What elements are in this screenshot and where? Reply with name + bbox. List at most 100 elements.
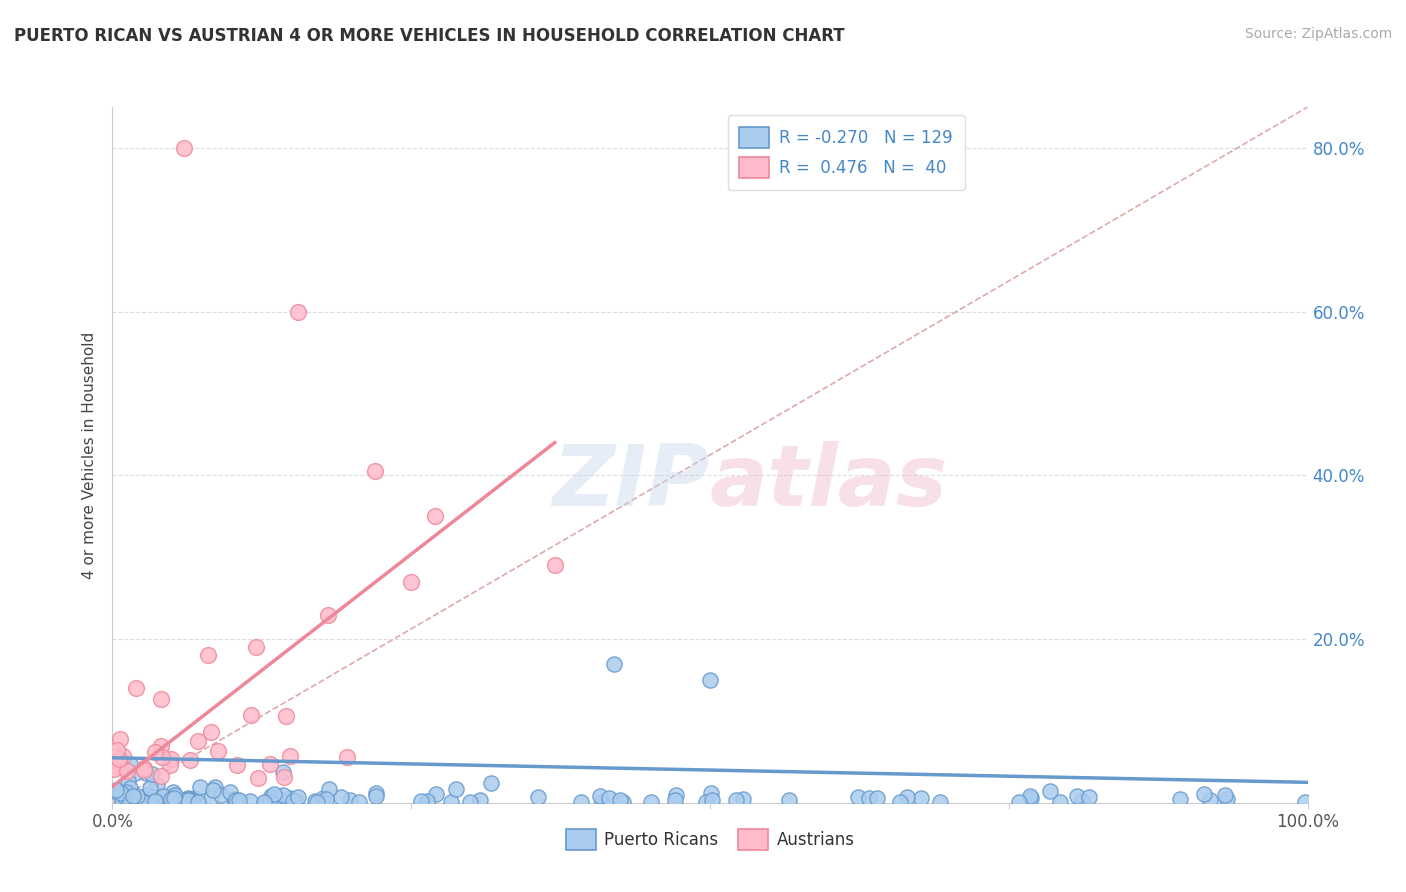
Point [118, 780, 141, 795]
Point [141, 767, 163, 781]
Point [336, 750, 359, 764]
Point [245, 640, 267, 655]
Point [305, 795, 328, 809]
Point [1213, 788, 1236, 802]
Point [142, 789, 165, 804]
Point [163, 789, 186, 803]
Point [1198, 793, 1220, 807]
Point [316, 607, 339, 622]
Point [204, 780, 226, 794]
Point [778, 793, 800, 807]
Point [543, 558, 565, 573]
Point [114, 790, 136, 805]
Point [202, 783, 225, 797]
Point [1049, 795, 1071, 809]
Point [589, 789, 612, 803]
Point [180, 793, 202, 807]
Point [200, 791, 222, 805]
Point [107, 759, 129, 773]
Point [108, 751, 131, 765]
Point [219, 785, 242, 799]
Point [157, 793, 180, 807]
Point [401, 574, 423, 589]
Point [569, 795, 592, 809]
Point [287, 789, 309, 804]
Point [153, 794, 176, 808]
Point [225, 757, 247, 772]
Point [339, 793, 361, 807]
Point [152, 789, 174, 804]
Point [197, 648, 219, 663]
Point [444, 782, 467, 797]
Point [131, 793, 153, 807]
Point [458, 795, 481, 809]
Point [150, 749, 173, 764]
Point [246, 771, 269, 785]
Point [114, 795, 136, 809]
Point [117, 789, 139, 803]
Point [127, 795, 149, 809]
Point [145, 795, 167, 809]
Point [910, 791, 932, 805]
Point [858, 790, 880, 805]
Point [1294, 795, 1316, 809]
Point [132, 763, 155, 777]
Point [330, 790, 353, 805]
Point [1194, 787, 1216, 801]
Text: Source: ZipAtlas.com: Source: ZipAtlas.com [1244, 27, 1392, 41]
Point [278, 749, 301, 764]
Text: atlas: atlas [710, 442, 948, 524]
Point [160, 791, 183, 805]
Point [612, 795, 634, 809]
Point [364, 789, 387, 803]
Point [269, 793, 291, 807]
Point [135, 788, 157, 802]
Point [1008, 795, 1031, 809]
Point [347, 795, 370, 809]
Point [609, 793, 631, 807]
Point [117, 773, 139, 788]
Point [425, 787, 447, 801]
Text: PUERTO RICAN VS AUSTRIAN 4 OR MORE VEHICLES IN HOUSEHOLD CORRELATION CHART: PUERTO RICAN VS AUSTRIAN 4 OR MORE VEHIC… [14, 27, 845, 45]
Point [187, 734, 209, 748]
Point [224, 793, 246, 807]
Point [364, 464, 387, 478]
Point [664, 793, 686, 807]
Point [149, 692, 172, 706]
Point [135, 766, 157, 780]
Point [664, 788, 686, 802]
Point [1216, 791, 1239, 805]
Point [259, 756, 281, 771]
Point [149, 739, 172, 753]
Point [200, 725, 222, 739]
Point [695, 795, 717, 809]
Point [183, 790, 205, 805]
Point [124, 765, 146, 780]
Point [591, 795, 613, 809]
Point [724, 792, 747, 806]
Point [173, 141, 195, 155]
Point [187, 795, 209, 809]
Point [118, 795, 141, 809]
Point [304, 794, 326, 808]
Point [259, 789, 281, 804]
Point [271, 788, 294, 802]
Point [146, 778, 169, 792]
Point [928, 795, 950, 809]
Point [468, 793, 491, 807]
Point [1168, 792, 1191, 806]
Point [228, 793, 250, 807]
Point [285, 794, 308, 808]
Point [104, 783, 127, 797]
Point [177, 792, 200, 806]
Point [264, 790, 287, 805]
Point [177, 790, 200, 805]
Point [111, 793, 134, 807]
Point [110, 786, 132, 800]
Point [278, 791, 301, 805]
Point [896, 790, 918, 805]
Point [125, 789, 148, 804]
Point [163, 789, 186, 803]
Point [598, 791, 620, 805]
Point [131, 794, 153, 808]
